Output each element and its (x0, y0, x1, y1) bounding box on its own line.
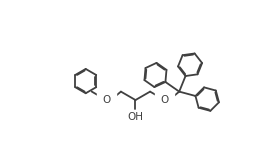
Text: O: O (160, 95, 169, 105)
Text: OH: OH (128, 112, 143, 122)
Text: O: O (102, 95, 110, 105)
